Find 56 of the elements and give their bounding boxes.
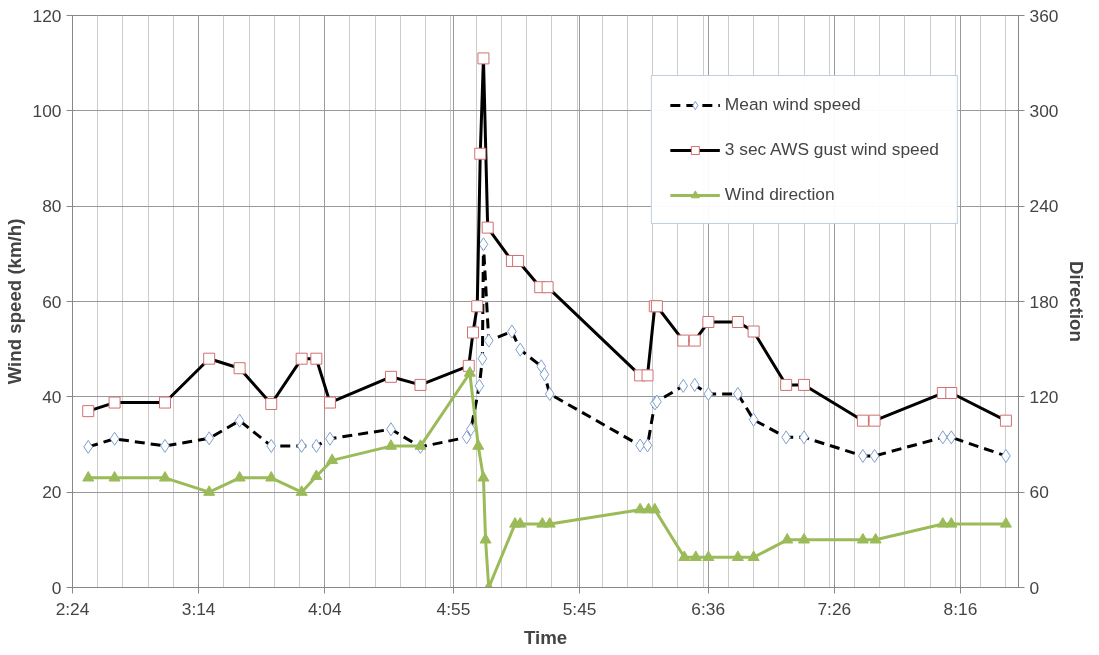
point [648, 502, 661, 514]
legend-label: Wind direction [724, 184, 835, 205]
point [310, 469, 323, 480]
x-tick-label: 4:04 [307, 598, 342, 619]
y2-tick-label: 60 [1029, 482, 1049, 503]
x-tick-label: 3:14 [181, 598, 216, 619]
point [731, 550, 744, 561]
y2-tick-label: 300 [1029, 100, 1059, 121]
point [326, 453, 339, 465]
point [999, 517, 1012, 528]
point [472, 439, 485, 450]
y-tick-label: 100 [32, 100, 62, 121]
point [463, 366, 476, 377]
point [798, 532, 811, 544]
y-tick-label: 20 [42, 482, 62, 503]
point [514, 517, 527, 528]
y2-tick-label: 180 [1029, 291, 1059, 312]
y2-tick-label: 360 [1029, 5, 1059, 26]
y-tick-label: 120 [32, 5, 62, 26]
point [203, 485, 216, 496]
point [543, 517, 556, 528]
point [869, 532, 882, 544]
point [414, 439, 427, 450]
point [477, 471, 490, 482]
point [936, 517, 949, 528]
x-tick-label: 5:45 [562, 598, 597, 619]
y-tick-label: 40 [42, 386, 62, 407]
x-tick-label: 7:26 [817, 598, 852, 619]
point [384, 439, 397, 450]
y-tick-label: 60 [42, 291, 62, 312]
x-tick-label: 8:16 [943, 598, 978, 619]
y-tick-label: 0 [51, 577, 62, 598]
point [945, 517, 958, 528]
point [689, 550, 702, 561]
x-axis-title: Time [523, 626, 568, 648]
y2-tick-label: 120 [1029, 386, 1059, 407]
point [678, 550, 691, 561]
point [856, 532, 869, 544]
y2-tick-label: 0 [1029, 577, 1040, 598]
legend-label: 3 sec AWS gust wind speed [724, 139, 939, 160]
x-tick-label: 2:24 [55, 598, 90, 619]
point [108, 471, 121, 482]
point [702, 550, 715, 561]
point [158, 471, 171, 482]
point [295, 485, 308, 496]
point [82, 471, 95, 482]
x-tick-label: 6:36 [691, 598, 726, 619]
point [781, 532, 794, 544]
point [747, 550, 760, 561]
point [233, 471, 246, 482]
legend-label: Mean wind speed [724, 94, 861, 115]
x-tick-label: 4:55 [436, 598, 471, 619]
y-tick-label: 80 [42, 196, 62, 217]
y2-tick-label: 240 [1029, 196, 1059, 217]
y-axis-title: Wind speed (km/h) [3, 218, 25, 385]
y2-axis-title: Direction [1066, 261, 1088, 342]
